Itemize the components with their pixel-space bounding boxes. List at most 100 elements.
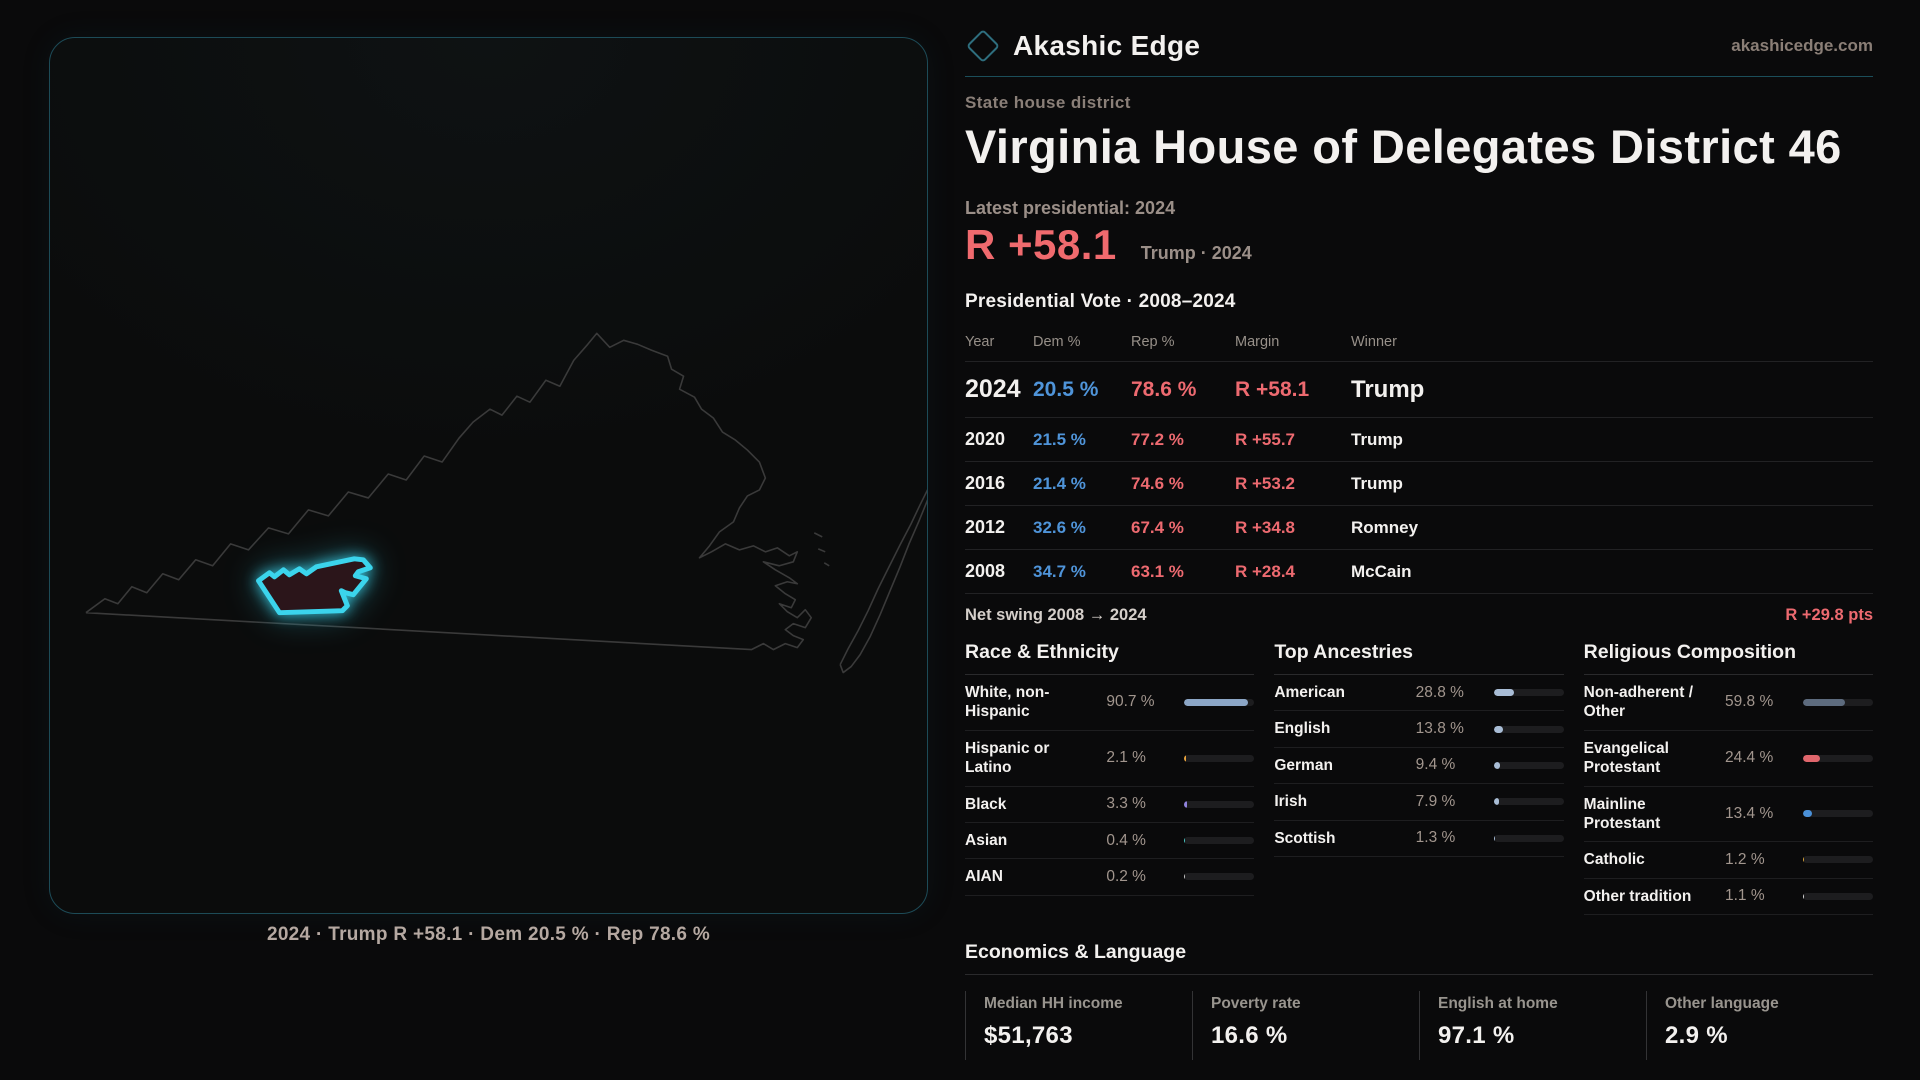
- winner-cell: Trump: [1351, 375, 1425, 403]
- stat-card: English at home 97.1 %: [1419, 991, 1646, 1060]
- brand-name: Akashic Edge: [1013, 30, 1201, 61]
- presidential-vote-table: Year Dem % Rep % Margin Winner 2024 20.5…: [965, 323, 1873, 594]
- bar-track: [1803, 754, 1873, 762]
- demo-value: 24.4 %: [1725, 749, 1774, 767]
- bar-track: [1184, 754, 1255, 762]
- virginia-outline: [85, 332, 813, 651]
- diamond-logo-icon: [966, 29, 1000, 63]
- bar-track: [1493, 798, 1564, 806]
- brand-domain-link[interactable]: akashicedge.com: [1731, 36, 1873, 55]
- demo-row: Scottish 1.3 %: [1274, 821, 1564, 857]
- page-title: Virginia House of Delegates District 46: [965, 120, 1842, 173]
- net-swing-label: Net swing 2008 → 2024: [965, 606, 1147, 624]
- rep-cell: 63.1 %: [1131, 561, 1184, 581]
- table-row: 2024 20.5 % 78.6 % R +58.1 Trump: [965, 362, 1873, 418]
- bar-track: [1803, 856, 1873, 864]
- demo-value: 1.3 %: [1415, 829, 1456, 847]
- bar-track: [1184, 873, 1255, 881]
- stats-panel: Akashic Edge akashicedge.com State house…: [965, 0, 1920, 1080]
- table-row: 2020 21.5 % 77.2 % R +55.7 Trump: [965, 418, 1873, 462]
- demo-label: Asian: [965, 831, 1008, 849]
- bar-track: [1184, 837, 1255, 845]
- demo-label: Non-adherent / Other: [1583, 684, 1694, 721]
- rep-cell: 78.6 %: [1131, 377, 1197, 401]
- demo-value: 2.1 %: [1106, 749, 1146, 767]
- latest-margin-row: R +58.1 Trump · 2024: [965, 221, 1920, 269]
- stat-value: $51,763: [984, 1022, 1073, 1049]
- section-title: Economics & Language: [965, 941, 1873, 975]
- stat-label: English at home: [1438, 995, 1558, 1012]
- kicker: State house district: [965, 93, 1131, 112]
- dem-cell: 21.4 %: [1033, 473, 1086, 493]
- economics-section: Economics & Language Median HH income $5…: [965, 941, 1873, 1060]
- demo-row: Mainline Protestant 13.4 %: [1583, 787, 1873, 843]
- stat-value: 16.6 %: [1211, 1022, 1288, 1049]
- bar-fill: [1493, 798, 1500, 806]
- demo-label: Black: [965, 795, 1007, 813]
- demo-value: 0.2 %: [1106, 867, 1146, 885]
- col-winner: Winner: [1351, 334, 1397, 350]
- demo-value: 3.3 %: [1106, 795, 1146, 813]
- brand-header: Akashic Edge akashicedge.com: [965, 29, 1873, 63]
- demo-row: Hispanic or Latino 2.1 %: [965, 731, 1255, 787]
- bar-fill: [1803, 892, 1804, 900]
- header-divider: [965, 76, 1873, 77]
- demo-label: Mainline Protestant: [1583, 795, 1661, 832]
- stat-card: Poverty rate 16.6 %: [1192, 991, 1419, 1060]
- net-swing-value: R +29.8 pts: [1785, 606, 1873, 624]
- demo-row: Black 3.3 %: [965, 787, 1255, 823]
- bar-track: [1803, 698, 1873, 706]
- margin-cell: R +53.2: [1235, 473, 1296, 493]
- demo-value: 9.4 %: [1415, 756, 1456, 774]
- demo-value: 1.1 %: [1725, 887, 1765, 905]
- dem-cell: 34.7 %: [1033, 561, 1086, 581]
- margin-cell: R +55.7: [1235, 429, 1296, 449]
- ancestries-section: Top Ancestries American 28.8 % English 1…: [1274, 641, 1564, 915]
- bay-islands: [813, 532, 830, 567]
- margin-cell: R +34.8: [1235, 517, 1296, 537]
- eastern-shore-outline: [839, 489, 927, 674]
- demo-row: German 9.4 %: [1274, 748, 1564, 785]
- bar-fill: [1803, 810, 1813, 818]
- stat-card: Median HH income $51,763: [965, 991, 1192, 1060]
- demo-value: 13.4 %: [1725, 804, 1774, 822]
- rep-cell: 67.4 %: [1131, 517, 1184, 537]
- demo-value: 90.7 %: [1106, 693, 1155, 711]
- demo-value: 7.9 %: [1415, 792, 1456, 810]
- demo-row: Non-adherent / Other 59.8 %: [1583, 675, 1873, 731]
- col-dem: Dem %: [1033, 334, 1081, 350]
- dem-cell: 21.5 %: [1033, 429, 1086, 449]
- map-caption: 2024 · Trump R +58.1 · Dem 20.5 % · Rep …: [266, 924, 711, 945]
- demo-label: English: [1274, 720, 1331, 738]
- demo-row: White, non-Hispanic 90.7 %: [965, 675, 1255, 731]
- stat-label: Median HH income: [984, 995, 1123, 1012]
- net-swing-row: Net swing 2008 → 2024 R +29.8 pts: [965, 594, 1873, 639]
- bar-fill: [1493, 761, 1501, 769]
- vote-table-title: Presidential Vote · 2008–2024: [965, 291, 1236, 312]
- margin-cell: R +28.4: [1235, 561, 1296, 581]
- year-cell: 2016: [965, 473, 1006, 493]
- stat-card: Other language 2.9 %: [1646, 991, 1873, 1060]
- year-cell: 2024: [965, 375, 1021, 403]
- dem-cell: 32.6 %: [1033, 517, 1086, 537]
- table-row: 2008 34.7 % 63.1 % R +28.4 McCain: [965, 550, 1873, 594]
- table-row: 2012 32.6 % 67.4 % R +34.8 Romney: [965, 506, 1873, 550]
- bar-fill: [1493, 725, 1504, 733]
- section-title: Religious Composition: [1583, 641, 1873, 675]
- demo-label: AIAN: [965, 868, 1003, 886]
- stat-label: Other language: [1665, 995, 1779, 1012]
- table-row: 2016 21.4 % 74.6 % R +53.2 Trump: [965, 462, 1873, 506]
- col-rep: Rep %: [1131, 334, 1175, 350]
- bar-fill: [1184, 800, 1187, 808]
- bar-track: [1493, 689, 1564, 697]
- virginia-map: [85, 332, 927, 674]
- demo-value: 1.2 %: [1725, 850, 1765, 868]
- demo-label: American: [1274, 684, 1345, 701]
- stat-value: 97.1 %: [1438, 1022, 1515, 1049]
- stat-label: Poverty rate: [1211, 995, 1301, 1012]
- col-year: Year: [965, 334, 995, 350]
- demo-row: Catholic 1.2 %: [1583, 842, 1873, 879]
- latest-margin-detail: Trump · 2024: [1140, 243, 1252, 263]
- bar-track: [1493, 761, 1564, 769]
- demo-row: AIAN 0.2 %: [965, 859, 1255, 896]
